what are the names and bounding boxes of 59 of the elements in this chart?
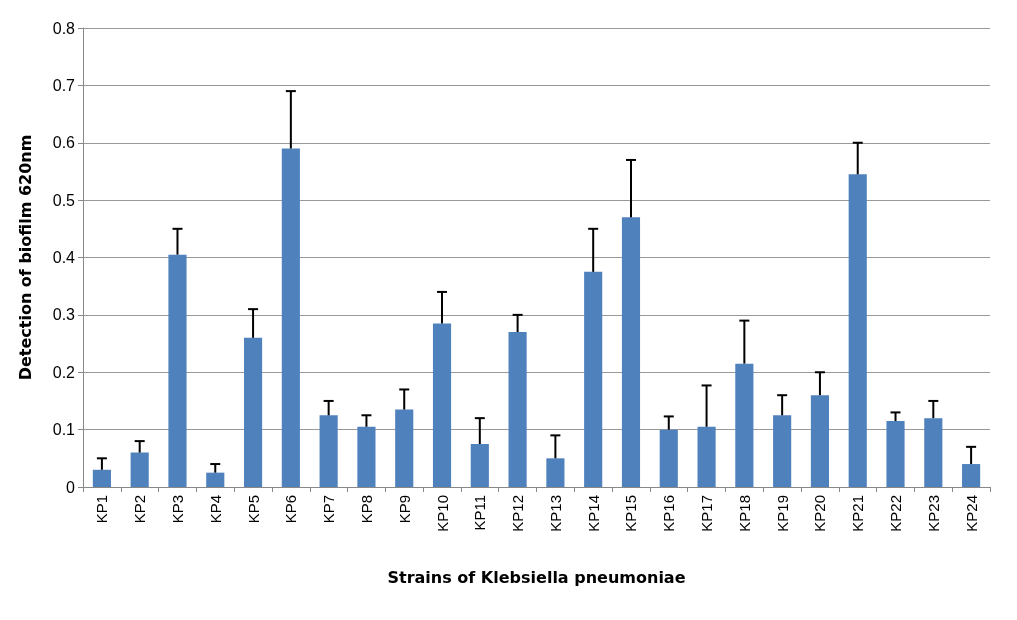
x-tick-label: KP17	[698, 495, 716, 532]
bar	[281, 148, 300, 487]
y-tick-label: 0.7	[52, 76, 76, 94]
y-tick-label: 0.3	[52, 306, 76, 324]
x-tick-label: KP2	[131, 495, 149, 524]
bar	[546, 458, 565, 487]
bar	[168, 254, 187, 487]
bar	[962, 464, 981, 487]
bar	[243, 337, 263, 487]
bar	[508, 332, 527, 487]
y-tick-label: 0.6	[52, 134, 76, 152]
x-axis-title: Strains of Klebsiella pneumoniae	[387, 567, 686, 587]
bar	[924, 418, 943, 487]
y-tick-label: 0.2	[52, 363, 76, 381]
x-tick-label: KP13	[546, 495, 564, 532]
x-tick-label: KP19	[773, 495, 791, 532]
bar	[810, 395, 830, 487]
y-axis-title: Detection of biofilm 620nm	[15, 134, 35, 381]
bar	[395, 409, 414, 487]
x-tick-label: KP10	[433, 495, 451, 532]
x-tick-label: KP7	[320, 495, 338, 524]
x-tick-label: KP9	[395, 495, 413, 524]
y-tick-label: 0.4	[52, 249, 76, 266]
bar	[584, 271, 603, 487]
bar	[319, 415, 338, 487]
x-tick-label: KP15	[622, 495, 640, 532]
x-tick-label: KP23	[924, 495, 942, 532]
x-tick-label: KP21	[849, 495, 867, 532]
y-tick-label: 0.1	[52, 421, 76, 439]
bar	[470, 443, 489, 487]
bar	[697, 426, 716, 487]
y-tick-label: 0.8	[52, 19, 76, 37]
bar	[848, 174, 867, 487]
x-tick-label: KP16	[660, 495, 678, 532]
bar	[886, 421, 905, 487]
x-tick-label: KP18	[735, 495, 753, 532]
x-tick-label: KP5	[244, 495, 262, 524]
x-tick-label: KP8	[357, 495, 375, 524]
bar	[92, 469, 111, 487]
y-tick-label: 0	[66, 478, 76, 496]
x-tick-label: KP11	[471, 495, 489, 531]
y-tick-label: 0.5	[52, 191, 76, 209]
bar	[621, 217, 641, 487]
x-tick-label: KP22	[887, 495, 905, 532]
bar	[659, 429, 678, 487]
bar	[773, 415, 792, 487]
bar	[735, 363, 754, 487]
bar	[130, 452, 149, 487]
x-tick-label: KP6	[282, 495, 300, 524]
x-tick-label: KP14	[584, 495, 602, 532]
x-tick-label: KP4	[206, 495, 224, 524]
bar	[357, 426, 376, 487]
x-tick-label: KP12	[509, 495, 527, 532]
x-tick-label: KP3	[168, 495, 186, 524]
x-tick-label: KP20	[811, 495, 829, 532]
bar	[206, 472, 225, 487]
x-tick-label: KP1	[93, 495, 111, 524]
x-tick-label: KP24	[962, 495, 980, 532]
bar	[432, 323, 452, 487]
